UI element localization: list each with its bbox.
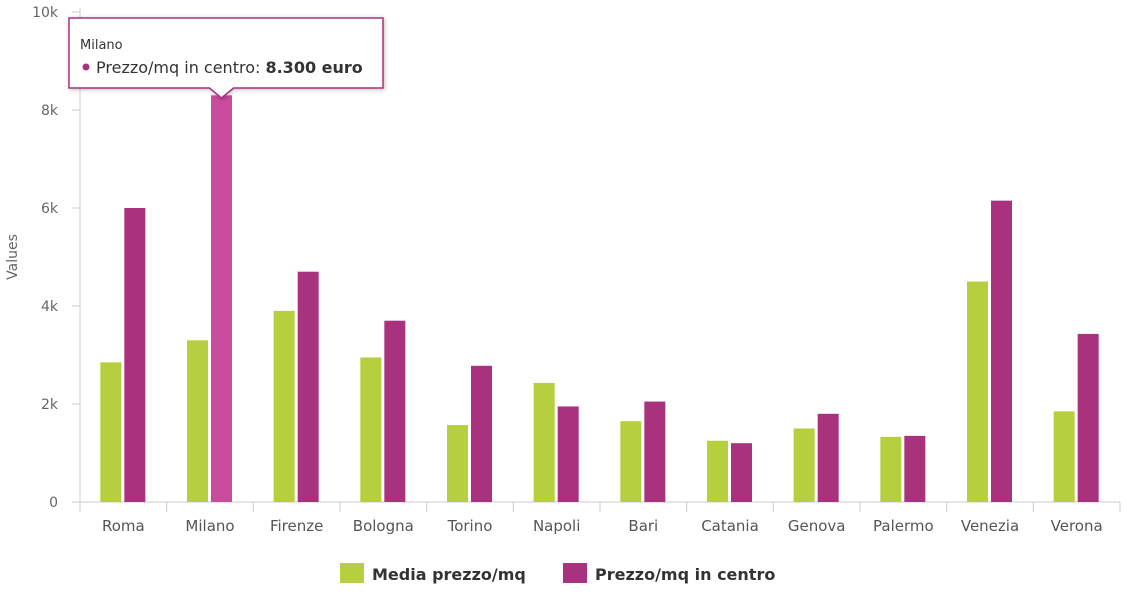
bar-napoli-0[interactable]: [533, 382, 555, 502]
bar-torino-1[interactable]: [471, 365, 492, 502]
y-tick-label: 2k: [41, 397, 59, 413]
x-tick-label: Bari: [628, 517, 658, 535]
x-tick-label: Milano: [185, 517, 234, 535]
y-tick-label: 6k: [41, 201, 59, 217]
bar-palermo-0[interactable]: [880, 436, 902, 502]
legend-swatch: [340, 563, 364, 583]
legend-label: Media prezzo/mq: [372, 565, 526, 584]
bar-bologna-1[interactable]: [384, 320, 406, 502]
x-tick-label: Roma: [102, 517, 145, 535]
bar-genova-0[interactable]: [793, 428, 815, 503]
x-tick-label: Verona: [1051, 517, 1103, 535]
bar-firenze-1[interactable]: [297, 271, 319, 502]
tooltip-text: Prezzo/mq in centro: 8.300 euro: [96, 58, 363, 77]
legend-item-1[interactable]: Prezzo/mq in centro: [563, 563, 775, 584]
tooltip-box: [68, 17, 384, 99]
y-tick-label: 0: [49, 495, 58, 511]
x-tick-label: Palermo: [873, 517, 934, 535]
x-tick-label: Catania: [701, 517, 759, 535]
bar-torino-0[interactable]: [447, 425, 468, 502]
legend-item-0[interactable]: Media prezzo/mq: [340, 563, 526, 584]
bar-catania-1[interactable]: [731, 443, 752, 502]
bar-catania-0[interactable]: [707, 440, 728, 502]
x-tick-label: Bologna: [353, 517, 414, 535]
bar-roma-0[interactable]: [100, 362, 122, 502]
bar-roma-1[interactable]: [124, 208, 146, 502]
tooltip-value: 8.300 euro: [265, 58, 362, 77]
bar-verona-1[interactable]: [1077, 333, 1099, 502]
y-tick-label: 4k: [41, 299, 59, 315]
bar-bologna-0[interactable]: [360, 357, 382, 502]
bar-palermo-1[interactable]: [904, 435, 926, 502]
x-tick-label: Genova: [788, 517, 846, 535]
bar-verona-0[interactable]: [1053, 411, 1075, 502]
bar-milano-1[interactable]: [211, 95, 232, 503]
bar-napoli-1[interactable]: [557, 406, 579, 502]
tooltip-series-label: Prezzo/mq in centro:: [96, 58, 265, 77]
legend-label: Prezzo/mq in centro: [595, 565, 775, 584]
y-tick-label: 8k: [41, 103, 59, 119]
x-tick-label: Napoli: [533, 517, 580, 535]
tooltip-category: Milano: [80, 38, 123, 53]
y-tick-label: 10k: [32, 5, 59, 21]
x-tick-label: Venezia: [961, 517, 1019, 535]
x-tick-label: Torino: [447, 517, 493, 535]
legend-swatch: [563, 563, 587, 583]
bar-bari-0[interactable]: [620, 421, 642, 502]
bar-genova-1[interactable]: [817, 413, 839, 502]
tooltip-marker: [82, 63, 90, 71]
bar-milano-0[interactable]: [187, 340, 208, 502]
x-tick-label: Firenze: [270, 517, 323, 535]
bar-firenze-0[interactable]: [273, 310, 295, 502]
bar-venezia-1[interactable]: [991, 200, 1012, 502]
y-axis-title: Values: [5, 234, 21, 280]
bar-bari-1[interactable]: [644, 401, 666, 502]
bar-venezia-0[interactable]: [967, 281, 988, 503]
